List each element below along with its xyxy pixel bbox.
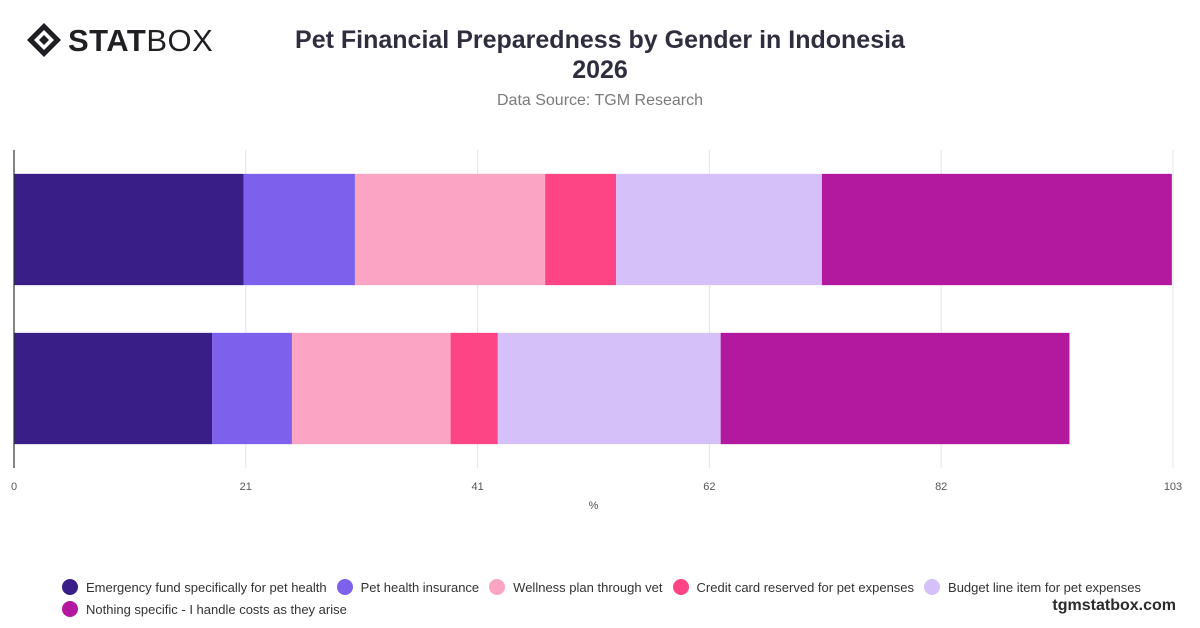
legend-marker-icon (924, 579, 941, 595)
bar-segment (616, 173, 822, 286)
legend-item[interactable]: Budget line item for pet expenses (924, 578, 1141, 596)
x-tick-label: 21 (240, 481, 252, 493)
legend-label: Wellness plan through vet (513, 579, 663, 595)
x-axis-label: % (589, 500, 599, 512)
logo-light-text: BOX (146, 22, 214, 58)
bar-segment (14, 332, 213, 445)
x-tick-label: 103 (1164, 481, 1182, 493)
bar-segment (497, 332, 721, 445)
diamond-logo-icon (27, 23, 61, 57)
legend-marker-icon (672, 579, 689, 595)
chart-title: Pet Financial Preparedness by Gender in … (250, 25, 950, 85)
x-tick-label: 0 (11, 481, 17, 493)
bar-segment (450, 332, 498, 445)
x-tick-label: 41 (471, 481, 483, 493)
legend-label: Budget line item for pet expenses (948, 579, 1141, 595)
legend-label: Emergency fund specifically for pet heal… (86, 579, 327, 595)
legend-item[interactable]: Credit card reserved for pet expenses (672, 578, 915, 596)
logo-wordmark: STATBOX (68, 25, 213, 56)
bar-segment (720, 332, 1070, 445)
legend-item[interactable]: Wellness plan through vet (489, 578, 663, 596)
x-tick-label: 62 (703, 481, 715, 493)
bar-segment (291, 332, 451, 445)
bar-segment (821, 173, 1172, 286)
legend-marker-icon (62, 579, 78, 595)
chart-subtitle: Data Source: TGM Research (496, 92, 703, 109)
bar-segment (212, 332, 292, 445)
legend-marker-icon (336, 579, 353, 595)
bar-chart: 0 21 41 62 82 103% (11, 150, 1182, 512)
legend-item[interactable]: Nothing specific - I handle costs as the… (62, 600, 347, 618)
legend-marker-icon (489, 579, 506, 595)
x-tick-label: 82 (935, 481, 947, 493)
bar-segment (14, 173, 244, 286)
bar-segment (545, 173, 617, 286)
watermark: tgmstatbox.com (1052, 597, 1176, 614)
chart-legend: Emergency fund specifically for pet heal… (62, 578, 1162, 618)
chart-title-line2: 2026 (572, 56, 628, 84)
bar-segment (243, 173, 355, 286)
chart-title-line1: Pet Financial Preparedness by Gender in … (295, 26, 905, 54)
logo-bold-text: STAT (68, 22, 147, 58)
legend-item[interactable]: Pet health insurance (336, 578, 480, 596)
legend-label: Nothing specific - I handle costs as the… (86, 601, 347, 617)
bar-segment (354, 173, 546, 286)
legend-item[interactable]: Emergency fund specifically for pet heal… (62, 578, 327, 596)
statbox-logo: STATBOX (26, 22, 213, 58)
legend-label: Pet health insurance (360, 579, 480, 595)
legend-label: Credit card reserved for pet expenses (696, 579, 915, 595)
legend-marker-icon (62, 601, 78, 617)
